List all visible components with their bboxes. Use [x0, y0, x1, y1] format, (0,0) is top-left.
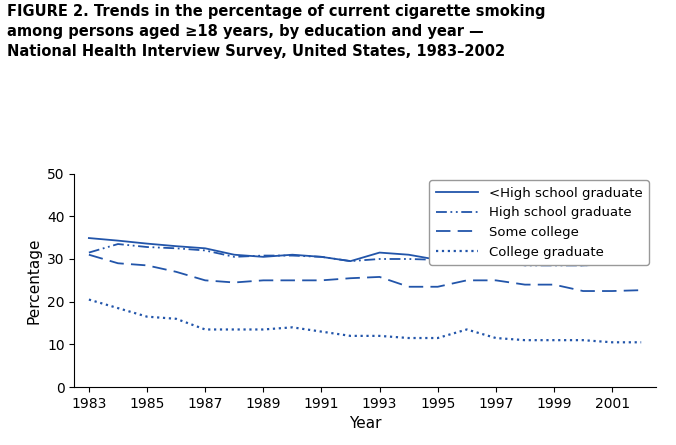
Some college: [230, 280, 238, 285]
Some college: [550, 282, 558, 287]
High school graduate: [404, 256, 412, 262]
Some college: [201, 278, 209, 283]
High school graduate: [521, 263, 529, 268]
Some college: [172, 269, 180, 275]
Some college: [114, 261, 122, 266]
College graduate: [318, 329, 326, 334]
Some college: [288, 278, 296, 283]
Some college: [376, 274, 384, 279]
College graduate: [637, 340, 646, 345]
Some college: [347, 275, 355, 281]
High school graduate: [579, 263, 587, 268]
College graduate: [288, 325, 296, 330]
Line: College graduate: College graduate: [89, 299, 642, 342]
College graduate: [579, 337, 587, 343]
<High school graduate: [172, 243, 180, 249]
College graduate: [550, 337, 558, 343]
Some college: [433, 284, 441, 289]
High school graduate: [318, 254, 326, 259]
College graduate: [143, 314, 151, 320]
<High school graduate: [143, 241, 151, 246]
<High school graduate: [230, 252, 238, 257]
College graduate: [404, 336, 412, 341]
Some college: [85, 252, 93, 257]
<High school graduate: [491, 258, 500, 263]
High school graduate: [114, 241, 122, 247]
<High school graduate: [579, 263, 587, 268]
High school graduate: [637, 262, 646, 267]
High school graduate: [347, 259, 355, 264]
College graduate: [608, 340, 616, 345]
College graduate: [259, 327, 267, 332]
X-axis label: Year: Year: [349, 417, 381, 432]
College graduate: [491, 336, 500, 341]
<High school graduate: [521, 259, 529, 264]
Y-axis label: Percentage: Percentage: [26, 237, 41, 324]
High school graduate: [201, 248, 209, 253]
<High school graduate: [318, 254, 326, 259]
High school graduate: [172, 246, 180, 251]
College graduate: [521, 337, 529, 343]
College graduate: [462, 327, 470, 332]
College graduate: [114, 305, 122, 311]
Some college: [462, 278, 470, 283]
High school graduate: [491, 257, 500, 263]
College graduate: [376, 333, 384, 339]
<High school graduate: [550, 261, 558, 266]
High school graduate: [288, 253, 296, 258]
<High school graduate: [201, 246, 209, 251]
<High school graduate: [85, 235, 93, 241]
<High school graduate: [114, 238, 122, 243]
High school graduate: [608, 261, 616, 267]
<High school graduate: [637, 261, 646, 267]
College graduate: [201, 327, 209, 332]
Some college: [404, 284, 412, 289]
Some college: [637, 287, 646, 293]
High school graduate: [259, 253, 267, 258]
High school graduate: [433, 257, 441, 263]
Line: <High school graduate: <High school graduate: [89, 238, 642, 265]
Some college: [259, 278, 267, 283]
<High school graduate: [347, 259, 355, 264]
High school graduate: [85, 250, 93, 255]
High school graduate: [376, 256, 384, 262]
High school graduate: [550, 263, 558, 268]
Some college: [143, 263, 151, 268]
Line: Some college: Some college: [89, 255, 642, 291]
High school graduate: [143, 244, 151, 250]
Legend: <High school graduate, High school graduate, Some college, College graduate: <High school graduate, High school gradu…: [429, 180, 649, 265]
<High school graduate: [259, 254, 267, 259]
<High school graduate: [462, 256, 470, 262]
College graduate: [347, 333, 355, 339]
College graduate: [85, 297, 93, 302]
<High school graduate: [404, 252, 412, 257]
<High school graduate: [433, 257, 441, 263]
High school graduate: [230, 254, 238, 259]
Some college: [491, 278, 500, 283]
High school graduate: [462, 256, 470, 262]
College graduate: [433, 336, 441, 341]
Some college: [608, 288, 616, 294]
Some college: [579, 288, 587, 294]
<High school graduate: [288, 252, 296, 257]
Some college: [318, 278, 326, 283]
Some college: [521, 282, 529, 287]
<High school graduate: [608, 262, 616, 267]
College graduate: [172, 316, 180, 321]
College graduate: [230, 327, 238, 332]
Text: FIGURE 2. Trends in the percentage of current cigarette smoking
among persons ag: FIGURE 2. Trends in the percentage of cu…: [7, 4, 546, 59]
<High school graduate: [376, 250, 384, 255]
Line: High school graduate: High school graduate: [89, 244, 642, 265]
